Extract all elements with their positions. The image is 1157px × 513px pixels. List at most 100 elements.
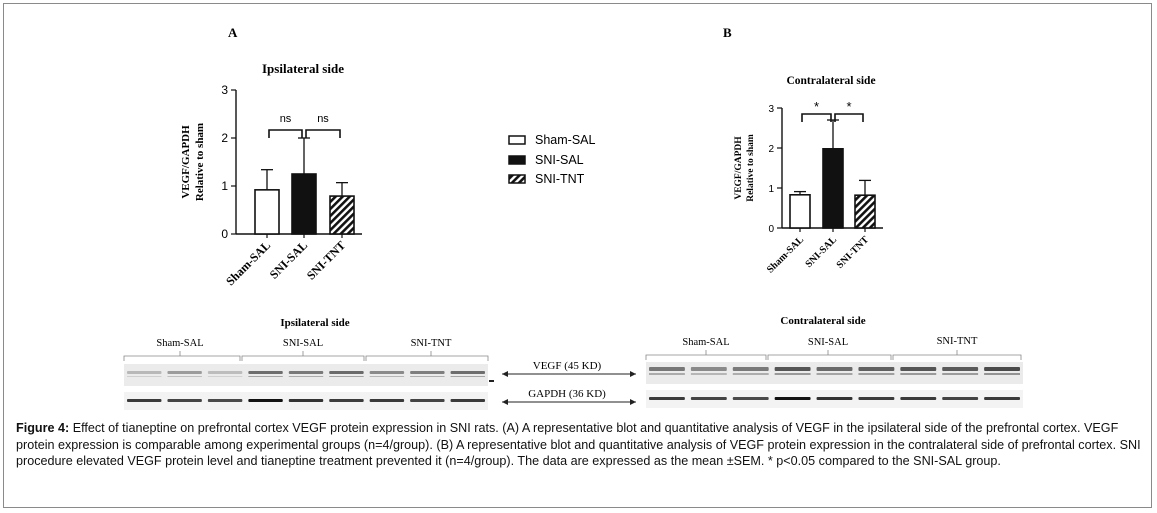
blot-group-label: Sham-SAL <box>156 338 203 349</box>
legend-label: SNI-TNT <box>535 172 585 186</box>
significance-bracket <box>834 113 864 122</box>
bar <box>254 189 280 235</box>
blot-membrane <box>124 364 488 386</box>
x-tick-label: SNI-SAL <box>267 238 310 281</box>
legend-swatch-open <box>508 135 526 145</box>
bar <box>329 195 355 235</box>
blot-band <box>858 373 895 375</box>
blot-band <box>167 371 202 374</box>
blot-band <box>774 367 811 371</box>
bar <box>822 148 844 229</box>
arrow-head-right <box>630 399 636 405</box>
blot-band <box>329 376 364 377</box>
blot-band <box>410 399 445 402</box>
y-axis-label-line1: VEGF/GAPDH <box>180 125 192 199</box>
x-tick-label: Sham-SAL <box>765 234 806 275</box>
blot-group-label: SNI-SAL <box>808 337 848 348</box>
blot-band <box>127 376 162 377</box>
figure-caption: Figure 4: Effect of tianeptine on prefro… <box>16 420 1142 470</box>
blot-band <box>942 373 979 375</box>
blot-band <box>649 397 685 400</box>
chart-contralateral: Contralateral side VEGF/GAPDH Relative t… <box>734 75 883 276</box>
blot-band <box>288 371 324 374</box>
blot-band <box>207 376 243 377</box>
blot-band <box>450 399 485 402</box>
y-tick-label: 0 <box>768 224 774 235</box>
blot-band <box>984 373 1020 375</box>
panel-letter-b: B <box>723 25 732 40</box>
vegf-marker-label: VEGF (45 KD) <box>533 360 602 372</box>
arrow-head-left <box>502 371 508 377</box>
blot-band <box>127 399 162 402</box>
blot-band <box>900 373 937 375</box>
ladder-mark <box>489 380 494 382</box>
blot-band <box>369 371 405 374</box>
blot-group-bracket <box>767 350 892 360</box>
blot-band <box>858 367 895 371</box>
blot-band <box>858 397 895 400</box>
blot-band <box>248 371 283 374</box>
figure-frame <box>3 3 1152 508</box>
y-axis-label-line1: VEGF/GAPDH <box>734 136 744 200</box>
y-tick-label: 1 <box>221 179 228 193</box>
blot-band <box>167 376 202 377</box>
blot-band <box>942 367 979 371</box>
western-blot-ipsilateral: Ipsilateral side Sham-SAL SNI-SAL SNI-TN… <box>123 317 494 410</box>
blot-band <box>207 399 243 402</box>
significance-bracket <box>268 129 303 138</box>
legend: Sham-SAL SNI-SAL SNI-TNT <box>508 133 595 186</box>
panel-letter-a: A <box>228 25 238 40</box>
blot-group-bracket <box>645 350 767 360</box>
western-blot-contralateral: Contralateral side Sham-SAL SNI-SAL SNI-… <box>645 315 1023 408</box>
blot-band <box>450 371 485 374</box>
blot-band <box>369 376 405 377</box>
x-tick-label: SNI-TNT <box>304 238 348 282</box>
blot-group-bracket <box>365 351 489 361</box>
blot-band <box>984 367 1020 371</box>
blot-band <box>690 373 727 375</box>
arrow-head-left <box>502 399 508 405</box>
blot-band <box>127 371 162 374</box>
y-tick-label: 2 <box>768 144 774 155</box>
blot-band <box>248 399 283 402</box>
blot-band <box>450 376 485 377</box>
x-tick-label: SNI-SAL <box>803 234 839 270</box>
legend-label: Sham-SAL <box>535 133 595 147</box>
significance-label: ns <box>317 113 329 125</box>
y-tick-label: 2 <box>221 131 228 145</box>
blot-band <box>690 397 727 400</box>
chart-title: Contralateral side <box>786 75 875 87</box>
gapdh-marker-label: GAPDH (36 KD) <box>528 388 606 400</box>
significance-label: ns <box>280 113 292 125</box>
blot-band <box>774 373 811 375</box>
blot-markers: VEGF (45 KD) GAPDH (36 KD) <box>502 360 636 405</box>
blot-band <box>649 367 685 371</box>
chart-ipsilateral: Ipsilateral side VEGF/GAPDH Relative to … <box>180 61 362 288</box>
chart-title: Ipsilateral side <box>262 61 344 76</box>
blot-band <box>900 397 937 400</box>
blot-band <box>410 371 445 374</box>
figure-label: Figure 4: <box>16 421 70 435</box>
blot-band <box>288 399 324 402</box>
blot-band <box>167 399 202 402</box>
y-tick-label: 1 <box>768 184 774 195</box>
blot-band <box>248 376 283 377</box>
blot-group-label: SNI-TNT <box>411 338 452 349</box>
blot-group-bracket <box>241 351 365 361</box>
blot-band <box>816 397 853 400</box>
caption-text: Effect of tianeptine on prefrontal corte… <box>16 421 1141 469</box>
blot-band <box>410 376 445 377</box>
arrow-head-right <box>630 371 636 377</box>
bar <box>291 173 317 235</box>
significance-bracket <box>305 129 341 138</box>
blot-band <box>732 397 769 400</box>
legend-swatch-hatched <box>508 174 526 184</box>
blot-band <box>816 367 853 371</box>
x-tick-label: Sham-SAL <box>223 238 273 288</box>
blot-band <box>900 367 937 371</box>
blot-band <box>690 367 727 371</box>
significance-bracket <box>801 113 832 122</box>
blot-group-label: SNI-SAL <box>283 338 323 349</box>
blot-group-label: Sham-SAL <box>682 337 729 348</box>
blot-band <box>207 371 243 374</box>
